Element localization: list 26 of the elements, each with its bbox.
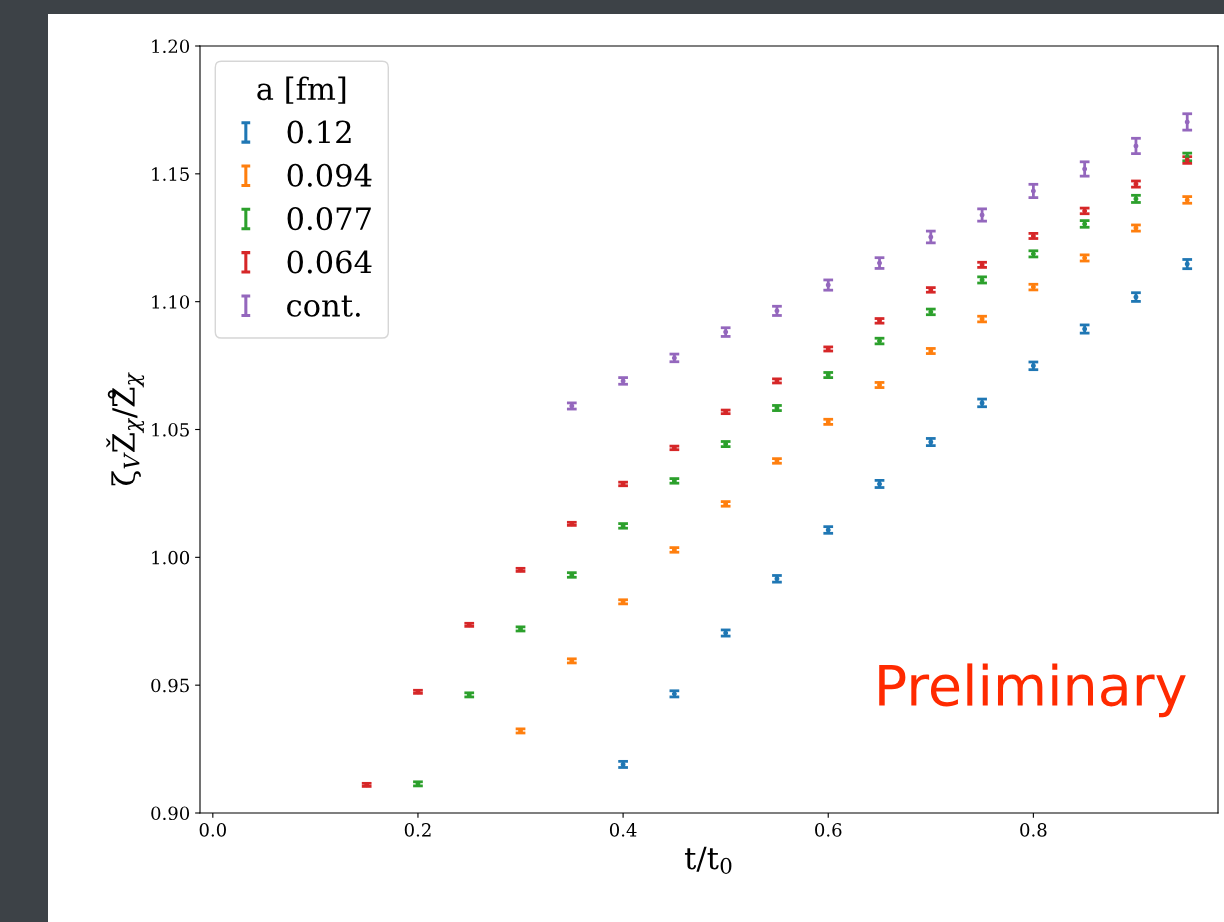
y-tick-label: 1.00 <box>152 550 190 565</box>
y-axis-title: ζ$_{V}$Ž$_{χ}$/Z̊$_{χ}$ <box>106 372 145 486</box>
y-tick-label: 1.15 <box>152 167 189 181</box>
y-tick-label: 1.05 <box>152 422 189 437</box>
x-axis-title: t/t$_{0}$ <box>684 846 732 874</box>
point <box>1133 143 1139 149</box>
annotation: Preliminary <box>879 663 1186 718</box>
x-tick-label: 0.4 <box>609 823 637 837</box>
legend-label: 0.12 <box>287 120 351 144</box>
legend-label: 0.064 <box>287 250 372 274</box>
point <box>979 212 985 218</box>
x-tick-label: 0.8 <box>1020 823 1047 837</box>
x-tick-label: 0.0 <box>199 823 226 837</box>
point <box>1082 166 1088 172</box>
point <box>1030 188 1036 194</box>
y-tick-label: 0.90 <box>151 806 190 821</box>
y-tick-label: 0.95 <box>151 678 189 693</box>
y-tick-label: 1.20 <box>152 39 190 54</box>
legend-label: cont. <box>287 295 360 317</box>
legend-label: 0.094 <box>287 163 372 187</box>
x-tick-label: 0.2 <box>404 823 431 837</box>
point <box>1184 119 1190 125</box>
x-tick-label: 0.6 <box>815 823 842 837</box>
y-tick-label: 1.10 <box>152 295 190 309</box>
legend-label: 0.077 <box>287 207 371 231</box>
legend-title: a [fm] <box>257 76 346 104</box>
